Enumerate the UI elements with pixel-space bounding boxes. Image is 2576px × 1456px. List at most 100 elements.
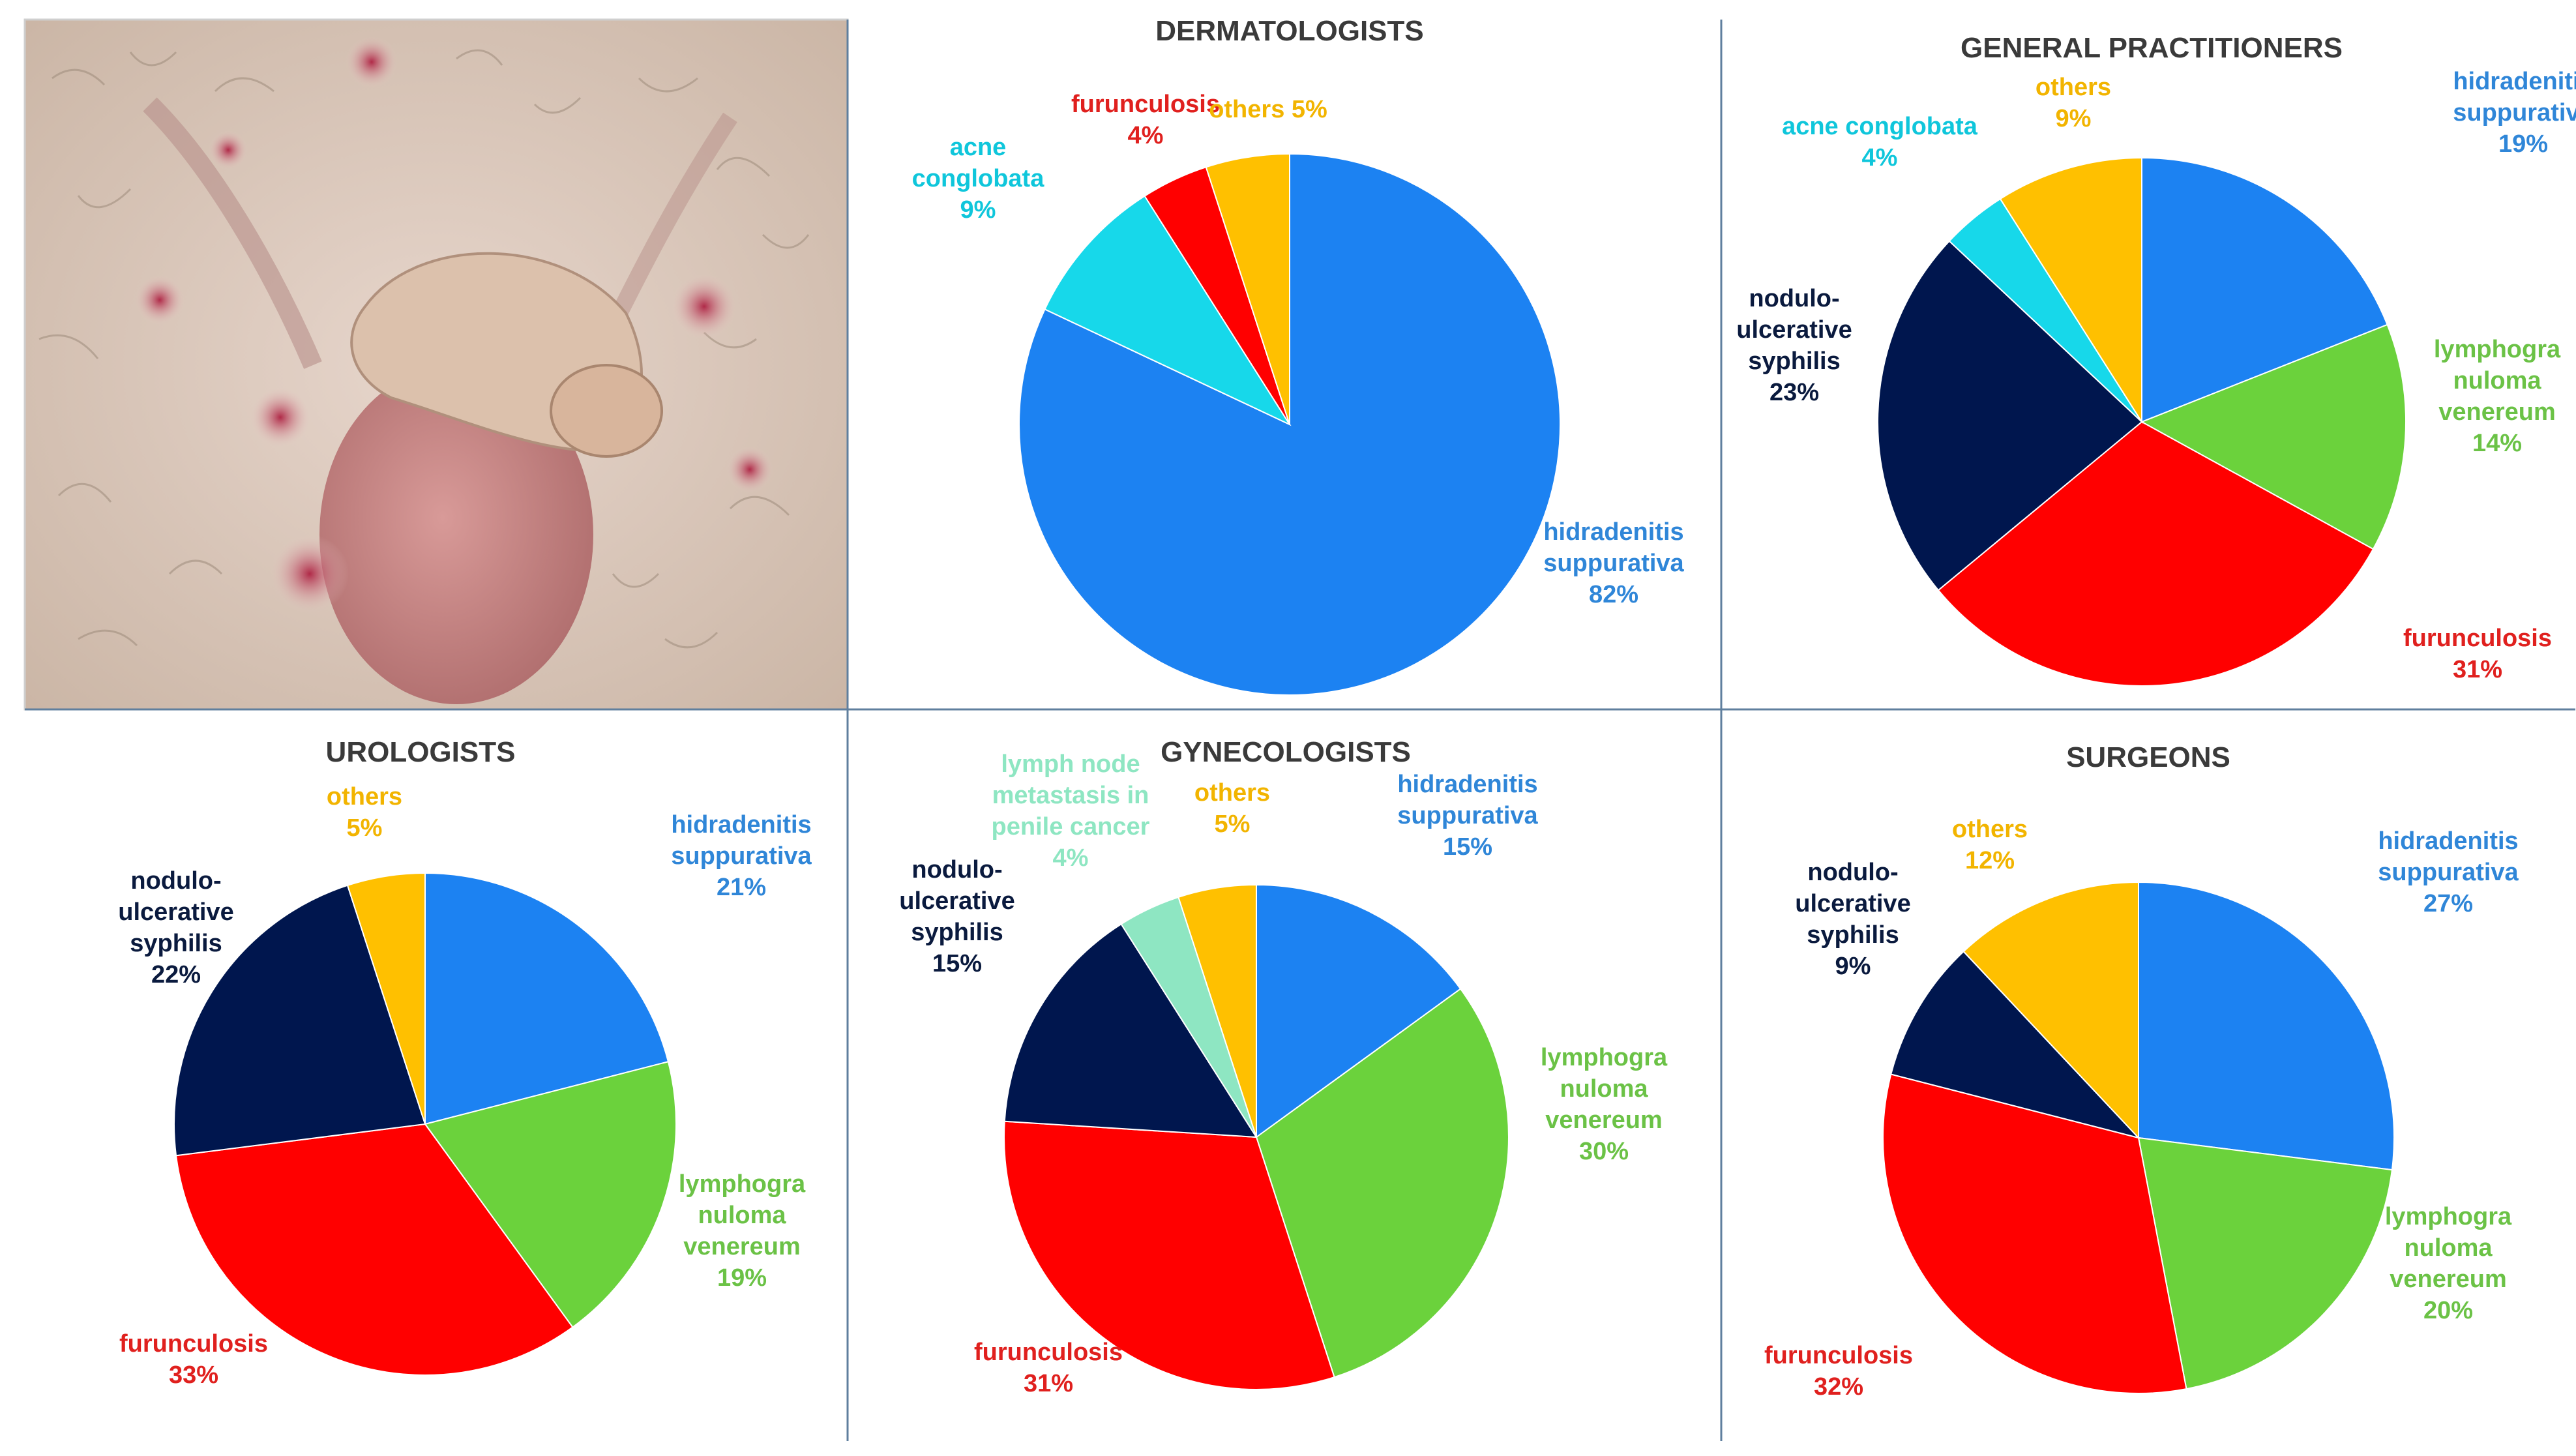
data-label-category: others [1194, 779, 1270, 807]
data-label-category: syphilis [1748, 348, 1841, 375]
data-label-percent: 9% [1835, 953, 1871, 980]
data-label-percent: 4% [1128, 122, 1164, 149]
lesion [672, 274, 737, 339]
data-label-category: ulcerative [118, 899, 233, 926]
pie-slice-hs [424, 872, 670, 1125]
data-label-category: acne conglobata [1782, 113, 1978, 140]
data-label-category: syphilis [911, 919, 1003, 946]
data-label-category: lymph node [1001, 750, 1140, 778]
data-label-percent: 31% [1024, 1370, 1073, 1397]
chart-title: GENERAL PRACTITIONERS [1961, 32, 2343, 64]
data-label-category: nodulo- [1749, 285, 1839, 312]
pie-slice-hs [2141, 156, 2388, 423]
data-label-category: venereum [1545, 1107, 1663, 1134]
data-label-category: furunculosis [1764, 1342, 1913, 1369]
data-label-percent: 23% [1769, 379, 1819, 406]
data-label-percent: 15% [1443, 833, 1492, 861]
slice-label-lgv: lymphogra nuloma venereum 19% [679, 1170, 806, 1292]
chart-title: SURGEONS [2066, 741, 2230, 773]
data-label-percent: 15% [932, 950, 982, 977]
data-label-percent: 82% [1589, 581, 1638, 608]
data-label-percent: 31% [2453, 656, 2502, 683]
chart-title: UROLOGISTS [326, 736, 516, 768]
pie-slice-acne [1044, 195, 1292, 426]
pie-slice-lgv [424, 1061, 677, 1328]
pie-slice-syphilis [173, 884, 426, 1157]
slice-label-furunculosis: furunculosis 33% [119, 1330, 268, 1389]
pie-slice-syphilis [1003, 923, 1258, 1138]
data-label-category: suppurativa [671, 842, 812, 870]
slice-label-others: others 5% [327, 783, 402, 842]
data-label-category: hidradenitis [1543, 518, 1683, 546]
data-label-category: hidradenitis [2453, 68, 2576, 95]
data-label-category: furunculosis [2403, 625, 2552, 652]
data-label-percent: 20% [2423, 1297, 2473, 1324]
slice-label-syphilis: nodulo-ulcerative syphilis 22% [118, 867, 233, 988]
data-label-category: syphilis [1807, 921, 1899, 949]
lesion [250, 387, 310, 447]
slice-label-others: others 5% [1209, 96, 1327, 123]
data-label-category: ulcerative [1736, 316, 1852, 344]
slice-label-hs: hidradenitis suppurativa 15% [1397, 771, 1538, 861]
data-label-category: others [1952, 816, 2028, 843]
data-label-category: nuloma [1560, 1075, 1648, 1103]
data-label-category: suppurativa [2453, 99, 2576, 126]
data-label-category: furunculosis [1071, 91, 1220, 118]
slice-label-furunculosis: furunculosis 4% [1071, 91, 1220, 149]
data-label-percent: 4% [1862, 144, 1898, 171]
pie-slice-others [1177, 884, 1257, 1138]
data-label-percent: 19% [717, 1264, 767, 1292]
data-label-category: syphilis [130, 930, 222, 957]
data-label-category: hidradenitis [1397, 771, 1537, 798]
lesion [271, 535, 349, 613]
data-label-percent: 30% [1579, 1138, 1629, 1165]
slice-label-others: others 5% [1194, 779, 1270, 838]
slice-label-syphilis: nodulo-ulcerative syphilis 23% [1736, 285, 1852, 406]
data-label-category: lymphogra [2385, 1203, 2512, 1230]
pie-slice-others [1999, 156, 2142, 424]
data-label-percent: 21% [717, 874, 766, 901]
data-label-category: lymphogra [2434, 336, 2561, 363]
pie-chart-gynecologists: GYNECOLOGISTS hidradenitis suppurativa 15%… [899, 736, 1668, 1397]
lesion [346, 36, 398, 88]
data-label-category: furunculosis [974, 1339, 1123, 1366]
data-label-category: venereum [2438, 398, 2556, 426]
slice-label-hs: hidradenitis suppurativa 19% [2453, 68, 2576, 158]
data-label-percent: 9% [2056, 105, 2092, 132]
data-label-category: nuloma [2453, 367, 2541, 394]
data-label-category: furunculosis [119, 1330, 268, 1358]
data-label-category: nuloma [2404, 1234, 2493, 1262]
data-label-category: metastasis in [992, 782, 1149, 809]
scrotum [319, 365, 593, 704]
fold-left [143, 97, 322, 369]
data-label-category: nodulo- [911, 856, 1002, 884]
lesion [209, 130, 248, 170]
slice-label-hs: hidradenitis suppurativa 82% [1543, 518, 1684, 608]
data-label-category: others [327, 783, 402, 810]
data-label-category: nodulo- [130, 867, 221, 895]
slice-label-lymph: lymph node metastasis in penile cancer 4% [992, 750, 1150, 872]
slice-label-acne: acne conglobata 4% [1782, 113, 1978, 171]
data-label-percent: 22% [151, 961, 201, 988]
pie-chart-urologists: UROLOGISTS hidradenitis suppurativa 21% lym… [118, 736, 812, 1389]
pie-slice-hs [1256, 884, 1462, 1138]
pie-slice-lgv [2137, 1137, 2393, 1390]
data-label-percent: others 5% [1209, 96, 1327, 123]
slice-label-furunculosis: furunculosis 31% [974, 1339, 1123, 1397]
data-label-percent: 19% [2498, 130, 2548, 158]
slice-label-hs: hidradenitis suppurativa 21% [671, 811, 812, 901]
slice-label-others: others 12% [1952, 816, 2028, 874]
pie-slice-hs [2138, 881, 2395, 1171]
pie-slice-others [1205, 153, 1290, 425]
data-label-category: acne [950, 134, 1007, 161]
data-label-category: nodulo- [1807, 859, 1898, 886]
data-label-category: venereum [2390, 1266, 2507, 1293]
slice-label-hs: hidradenitis suppurativa 27% [2378, 827, 2519, 917]
data-label-category: ulcerative [899, 887, 1014, 915]
data-label-category: lymphogra [679, 1170, 806, 1198]
slice-label-lgv: lymphogra nuloma venereum 14% [2434, 336, 2561, 457]
pie-chart-dermatologists: DERMATOLOGISTS hidradenitis suppurativa 82… [912, 15, 1685, 696]
hair-texture [38, 49, 810, 649]
pie-chart-surgeons: SURGEONS hidradenitis suppurativa 27% lymph… [1764, 741, 2519, 1401]
